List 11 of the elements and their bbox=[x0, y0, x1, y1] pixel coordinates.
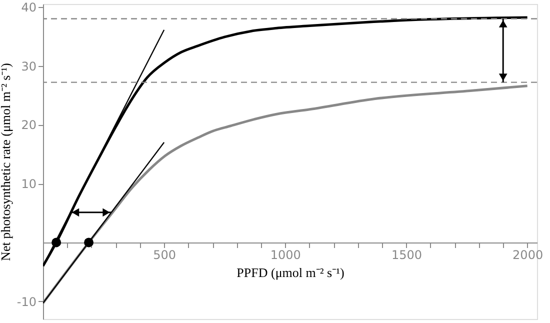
x-axis-title: PPFD (μmol m⁻² s⁻¹) bbox=[236, 264, 344, 280]
y-tick-label: -10 bbox=[16, 294, 36, 309]
y-axis-title: Net photosynthetic rate (μmol m⁻² s⁻¹) bbox=[0, 63, 13, 261]
x-tick-label: 1500 bbox=[391, 248, 422, 262]
y-tick-label: 20 bbox=[21, 118, 36, 132]
y-tick-label: 30 bbox=[21, 59, 36, 74]
y-tick-label: 40 bbox=[21, 0, 36, 14]
x-tick-label: 1000 bbox=[270, 248, 301, 262]
x-tick-label: 500 bbox=[153, 248, 176, 262]
y-tick-label: 10 bbox=[21, 177, 36, 192]
x-tick-label: 2000 bbox=[512, 248, 544, 262]
